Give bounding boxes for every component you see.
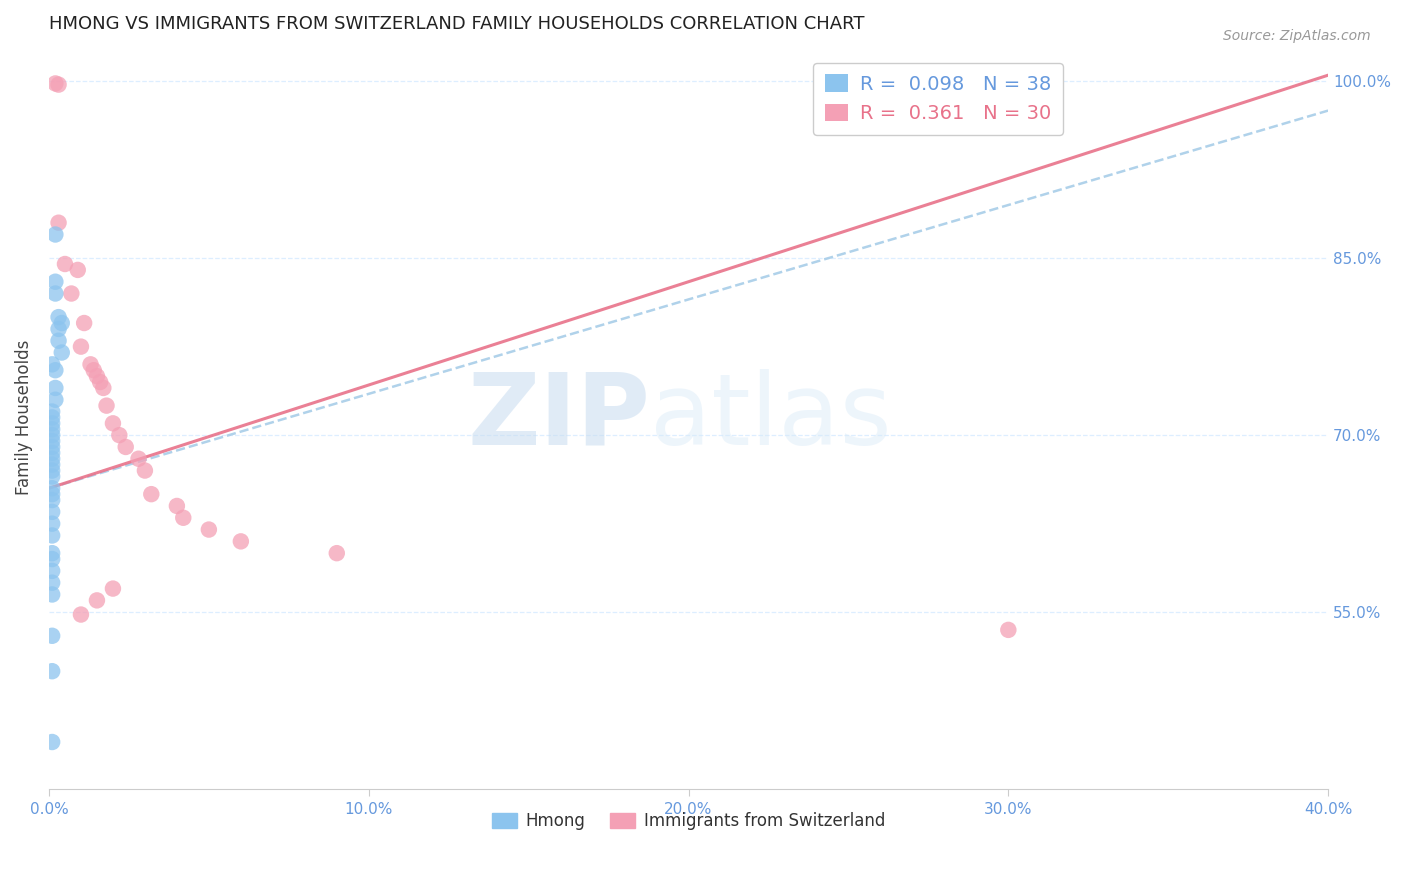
- Point: [141, 487, 163, 501]
- Point: [60, 286, 83, 301]
- Point: [41, 451, 63, 466]
- Point: [51, 345, 73, 359]
- Legend: Hmong, Immigrants from Switzerland: Hmong, Immigrants from Switzerland: [485, 805, 891, 837]
- Text: HMONG VS IMMIGRANTS FROM SWITZERLAND FAMILY HOUSEHOLDS CORRELATION CHART: HMONG VS IMMIGRANTS FROM SWITZERLAND FAM…: [49, 15, 865, 33]
- Point: [79, 357, 101, 371]
- Point: [41, 481, 63, 495]
- Point: [128, 451, 150, 466]
- Point: [326, 546, 349, 560]
- Point: [41, 417, 63, 431]
- Point: [172, 510, 194, 524]
- Point: [44, 363, 66, 377]
- Point: [198, 523, 221, 537]
- Point: [41, 546, 63, 560]
- Point: [166, 499, 188, 513]
- Point: [997, 623, 1019, 637]
- Point: [70, 607, 93, 622]
- Point: [48, 310, 70, 325]
- Point: [83, 363, 105, 377]
- Point: [44, 275, 66, 289]
- Point: [41, 357, 63, 371]
- Point: [86, 593, 108, 607]
- Point: [41, 664, 63, 678]
- Point: [41, 587, 63, 601]
- Point: [41, 410, 63, 425]
- Point: [41, 404, 63, 418]
- Point: [41, 516, 63, 531]
- Point: [41, 528, 63, 542]
- Text: atlas: atlas: [650, 369, 891, 466]
- Point: [41, 422, 63, 436]
- Point: [41, 446, 63, 460]
- Point: [51, 316, 73, 330]
- Point: [73, 316, 96, 330]
- Y-axis label: Family Households: Family Households: [15, 340, 32, 495]
- Point: [48, 334, 70, 348]
- Point: [41, 505, 63, 519]
- Point: [66, 263, 89, 277]
- Point: [89, 375, 111, 389]
- Point: [41, 469, 63, 483]
- Point: [41, 735, 63, 749]
- Text: ZIP: ZIP: [467, 369, 650, 466]
- Point: [53, 257, 76, 271]
- Point: [44, 227, 66, 242]
- Point: [41, 575, 63, 590]
- Point: [48, 322, 70, 336]
- Point: [86, 369, 108, 384]
- Point: [41, 440, 63, 454]
- Point: [108, 428, 131, 442]
- Point: [41, 434, 63, 448]
- Point: [48, 216, 70, 230]
- Point: [41, 458, 63, 472]
- Point: [44, 381, 66, 395]
- Point: [41, 564, 63, 578]
- Point: [101, 417, 124, 431]
- Point: [41, 428, 63, 442]
- Point: [41, 493, 63, 508]
- Point: [70, 340, 93, 354]
- Point: [44, 286, 66, 301]
- Point: [41, 552, 63, 566]
- Point: [41, 487, 63, 501]
- Point: [41, 629, 63, 643]
- Point: [41, 464, 63, 478]
- Point: [44, 77, 66, 91]
- Point: [44, 392, 66, 407]
- Point: [229, 534, 252, 549]
- Point: [48, 78, 70, 92]
- Text: Source: ZipAtlas.com: Source: ZipAtlas.com: [1223, 29, 1371, 43]
- Point: [91, 381, 114, 395]
- Point: [96, 399, 118, 413]
- Point: [901, 110, 924, 124]
- Point: [134, 464, 156, 478]
- Point: [101, 582, 124, 596]
- Point: [114, 440, 136, 454]
